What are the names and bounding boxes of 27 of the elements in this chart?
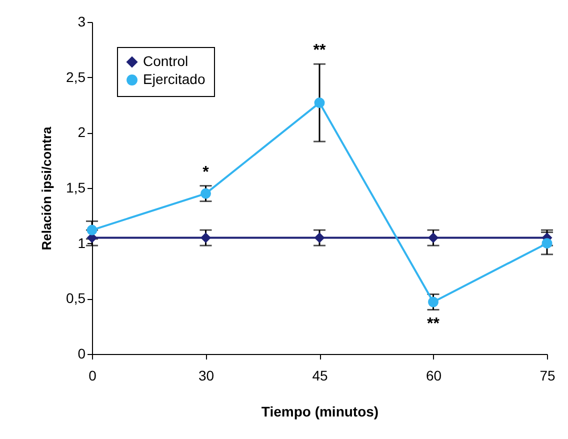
point (314, 98, 325, 108)
point (86, 224, 98, 236)
point (428, 296, 438, 308)
point (314, 232, 325, 244)
y-tick-label: 2,5 (66, 68, 86, 85)
point (542, 238, 552, 249)
y-tick-label: 2 (78, 124, 86, 140)
point (200, 188, 211, 199)
x-tick-label: 75 (540, 368, 556, 384)
x-tick-label: 45 (312, 368, 328, 384)
legend-label: Ejercitado (143, 71, 206, 87)
legend-label: Control (143, 53, 188, 69)
annotation: ** (313, 42, 326, 60)
point (428, 232, 438, 244)
y-tick-label: 0,5 (66, 290, 86, 306)
y-axis-title: Relación ipsi/contra (39, 126, 54, 250)
y-tick-label: 3 (78, 14, 86, 30)
x-tick-label: 60 (426, 368, 442, 384)
y-tick-label: 1 (78, 234, 86, 251)
y-tick-label: 1,5 (66, 180, 86, 196)
annotation: ** (427, 316, 440, 333)
x-axis-title: Tiempo (minutos) (261, 404, 379, 420)
point (200, 232, 211, 244)
x-tick-label: 0 (88, 368, 97, 384)
y-tick-label: 0 (78, 346, 86, 362)
annotation: * (202, 164, 210, 181)
x-tick-label: 30 (198, 368, 214, 384)
